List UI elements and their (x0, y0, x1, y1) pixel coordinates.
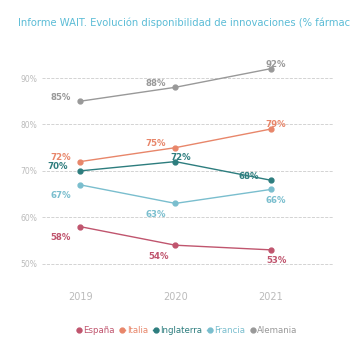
Line: Francia: Francia (78, 182, 273, 206)
Legend: España, Italia, Inglaterra, Francia, Alemania: España, Italia, Inglaterra, Francia, Ale… (73, 323, 301, 338)
Alemania (268, 66, 273, 71)
Alemania (78, 99, 82, 103)
Text: 67%: 67% (50, 191, 71, 201)
Text: 72%: 72% (170, 153, 191, 162)
Italia (268, 127, 273, 131)
Inglaterra (173, 160, 177, 164)
Text: 72%: 72% (50, 153, 71, 162)
Text: 79%: 79% (266, 120, 286, 130)
Francia (173, 201, 177, 205)
Text: 75%: 75% (146, 139, 166, 148)
Line: Alemania: Alemania (78, 66, 273, 104)
Text: 63%: 63% (146, 210, 166, 219)
Francia (78, 183, 82, 187)
Text: 53%: 53% (266, 257, 286, 265)
Text: 66%: 66% (266, 196, 286, 205)
Text: 88%: 88% (146, 79, 166, 88)
Line: Inglaterra: Inglaterra (78, 159, 273, 183)
Inglaterra (268, 178, 273, 182)
España (78, 225, 82, 229)
Alemania (173, 85, 177, 89)
España (173, 243, 177, 247)
España (268, 248, 273, 252)
Text: Informe WAIT. Evolución disponibilidad de innovaciones (% fármacos): Informe WAIT. Evolución disponibilidad d… (18, 18, 350, 28)
Text: 68%: 68% (238, 172, 259, 181)
Italia (78, 160, 82, 164)
Italia (173, 146, 177, 150)
Text: 92%: 92% (266, 60, 286, 69)
Francia (268, 187, 273, 191)
Line: Italia: Italia (78, 127, 273, 164)
Text: 70%: 70% (48, 162, 68, 171)
Line: España: España (78, 224, 273, 252)
Text: 54%: 54% (148, 252, 169, 261)
Text: 85%: 85% (50, 92, 71, 102)
Inglaterra (78, 169, 82, 173)
Text: 58%: 58% (50, 233, 71, 242)
